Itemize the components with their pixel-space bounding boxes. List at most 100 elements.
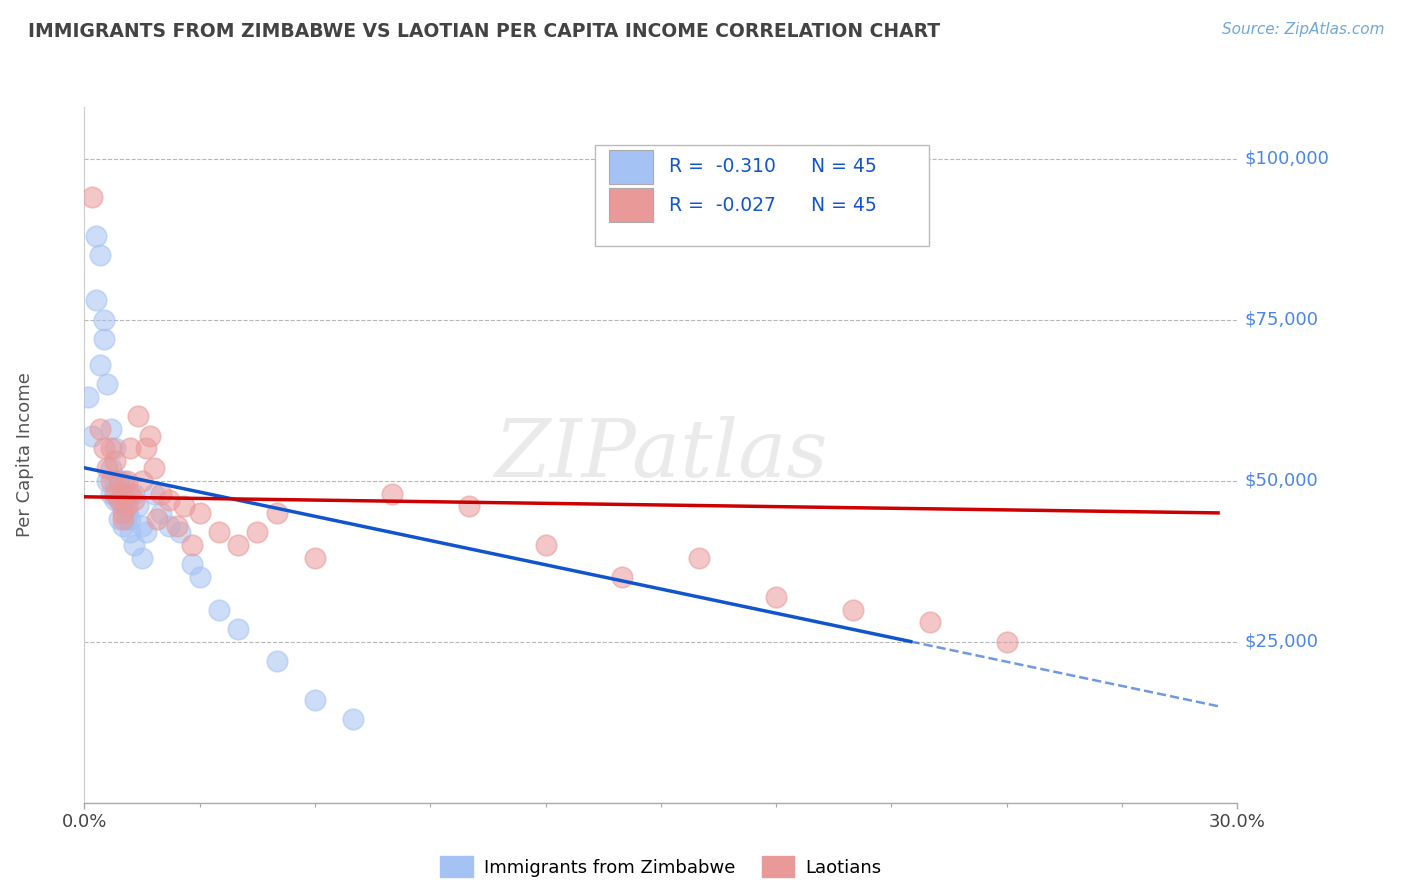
Point — [108, 474, 131, 488]
Point — [115, 474, 138, 488]
Point — [124, 538, 146, 552]
Point — [918, 615, 941, 630]
Point — [120, 442, 142, 456]
Point — [115, 500, 138, 514]
Point — [93, 332, 115, 346]
Text: IMMIGRANTS FROM ZIMBABWE VS LAOTIAN PER CAPITA INCOME CORRELATION CHART: IMMIGRANTS FROM ZIMBABWE VS LAOTIAN PER … — [28, 22, 941, 41]
Legend: Immigrants from Zimbabwe, Laotians: Immigrants from Zimbabwe, Laotians — [433, 849, 889, 884]
Text: $100,000: $100,000 — [1244, 150, 1329, 168]
Point — [131, 518, 153, 533]
Text: R =  -0.310: R = -0.310 — [669, 157, 776, 177]
Point — [266, 506, 288, 520]
Point — [181, 538, 204, 552]
Point — [77, 390, 100, 404]
Point — [104, 486, 127, 500]
Point — [108, 474, 131, 488]
Point — [304, 551, 326, 566]
Point — [93, 442, 115, 456]
Text: N = 45: N = 45 — [811, 195, 876, 215]
Point — [181, 558, 204, 572]
Point — [842, 602, 865, 616]
Point — [108, 493, 131, 508]
Point — [120, 486, 142, 500]
Point — [100, 442, 122, 456]
Point — [534, 538, 557, 552]
Point — [96, 377, 118, 392]
Point — [104, 474, 127, 488]
Point — [226, 538, 249, 552]
Point — [104, 442, 127, 456]
Point — [150, 486, 173, 500]
Point — [115, 486, 138, 500]
Text: N = 45: N = 45 — [811, 157, 876, 177]
Text: $50,000: $50,000 — [1244, 472, 1317, 490]
Text: $25,000: $25,000 — [1244, 632, 1319, 651]
Text: R =  -0.027: R = -0.027 — [669, 195, 776, 215]
FancyBboxPatch shape — [595, 145, 929, 246]
Point — [89, 422, 111, 436]
Point — [457, 500, 479, 514]
Point — [188, 570, 211, 584]
Point — [93, 312, 115, 326]
Text: Source: ZipAtlas.com: Source: ZipAtlas.com — [1222, 22, 1385, 37]
Point — [124, 486, 146, 500]
Point — [104, 454, 127, 468]
Point — [157, 493, 180, 508]
Point — [208, 602, 231, 616]
Point — [246, 525, 269, 540]
Point — [142, 486, 165, 500]
Point — [765, 590, 787, 604]
Point — [120, 512, 142, 526]
Point — [115, 512, 138, 526]
Point — [80, 190, 103, 204]
Point — [120, 525, 142, 540]
Point — [124, 493, 146, 508]
Point — [342, 712, 364, 726]
Point — [166, 518, 188, 533]
Point — [96, 474, 118, 488]
Point — [173, 500, 195, 514]
Point — [111, 500, 134, 514]
Point — [226, 622, 249, 636]
Point — [995, 634, 1018, 648]
Point — [131, 474, 153, 488]
Point — [111, 486, 134, 500]
Point — [108, 512, 131, 526]
Point — [115, 506, 138, 520]
Point — [169, 525, 191, 540]
Point — [100, 486, 122, 500]
Point — [108, 493, 131, 508]
Point — [111, 512, 134, 526]
Point — [688, 551, 710, 566]
Text: $75,000: $75,000 — [1244, 310, 1319, 328]
Text: Per Capita Income: Per Capita Income — [17, 373, 34, 537]
Point — [131, 551, 153, 566]
Point — [135, 525, 157, 540]
Point — [100, 422, 122, 436]
Text: ZIPatlas: ZIPatlas — [494, 417, 828, 493]
Point — [89, 358, 111, 372]
Point — [127, 500, 149, 514]
Point — [208, 525, 231, 540]
Point — [111, 474, 134, 488]
Point — [135, 442, 157, 456]
Point — [89, 248, 111, 262]
Point — [188, 506, 211, 520]
Point — [138, 428, 160, 442]
Point — [111, 500, 134, 514]
Point — [96, 460, 118, 475]
Point — [150, 506, 173, 520]
Point — [100, 474, 122, 488]
Point — [84, 293, 107, 308]
Point — [80, 428, 103, 442]
Point — [381, 486, 404, 500]
Point — [146, 512, 169, 526]
Point — [104, 493, 127, 508]
Point — [111, 506, 134, 520]
Point — [111, 518, 134, 533]
Point — [157, 518, 180, 533]
Point — [266, 654, 288, 668]
Point — [142, 460, 165, 475]
FancyBboxPatch shape — [609, 150, 652, 184]
Point — [84, 228, 107, 243]
